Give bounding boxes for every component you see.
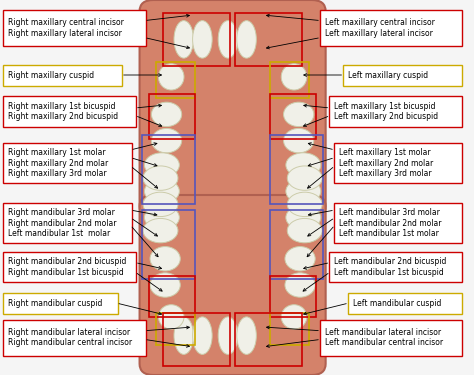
FancyBboxPatch shape — [3, 320, 146, 356]
Ellipse shape — [218, 21, 238, 58]
Ellipse shape — [145, 153, 179, 177]
Text: Right mandibular 2nd bicuspid
Right mandibular 1st bicuspid: Right mandibular 2nd bicuspid Right mand… — [9, 258, 127, 277]
Text: Right maxillary 1st molar
Right maxillary 2nd molar
Right maxillary 3rd molar: Right maxillary 1st molar Right maxillar… — [9, 148, 109, 178]
FancyBboxPatch shape — [347, 293, 462, 314]
Ellipse shape — [287, 166, 322, 190]
Text: Left mandibular 2nd bicuspid
Left mandibular 1st bicuspid: Left mandibular 2nd bicuspid Left mandib… — [334, 258, 447, 277]
FancyBboxPatch shape — [139, 195, 326, 375]
Text: Left mandibular lateral incisor
Left mandibular central incisor: Left mandibular lateral incisor Left man… — [325, 328, 443, 347]
Ellipse shape — [174, 317, 193, 354]
FancyBboxPatch shape — [343, 64, 462, 86]
Ellipse shape — [286, 205, 321, 230]
Ellipse shape — [192, 21, 212, 58]
Text: Right mandibular lateral incisor
Right mandibular central incisor: Right mandibular lateral incisor Right m… — [9, 328, 133, 347]
Ellipse shape — [281, 304, 307, 329]
FancyBboxPatch shape — [3, 96, 137, 127]
FancyBboxPatch shape — [3, 203, 132, 243]
FancyBboxPatch shape — [319, 10, 462, 46]
Ellipse shape — [287, 192, 322, 217]
Ellipse shape — [145, 179, 179, 203]
Ellipse shape — [158, 64, 184, 90]
FancyBboxPatch shape — [334, 143, 462, 183]
Ellipse shape — [145, 205, 179, 230]
Ellipse shape — [218, 317, 238, 354]
FancyBboxPatch shape — [319, 320, 462, 356]
Text: Right maxillary cuspid: Right maxillary cuspid — [9, 70, 94, 80]
Ellipse shape — [283, 102, 314, 127]
FancyBboxPatch shape — [3, 10, 146, 46]
Text: Left mandibular cuspid: Left mandibular cuspid — [353, 299, 441, 308]
Ellipse shape — [158, 304, 184, 329]
FancyBboxPatch shape — [139, 0, 326, 217]
FancyBboxPatch shape — [3, 143, 132, 183]
Ellipse shape — [150, 247, 180, 271]
Ellipse shape — [287, 218, 322, 243]
FancyBboxPatch shape — [3, 64, 122, 86]
Ellipse shape — [174, 21, 193, 58]
Text: Left mandibular 3rd molar
Left mandibular 2nd molar
Left mandibular 1st molar: Left mandibular 3rd molar Left mandibula… — [339, 208, 441, 238]
Text: Right mandibular cuspid: Right mandibular cuspid — [9, 299, 103, 308]
Text: Left maxillary central incisor
Left maxillary lateral incisor: Left maxillary central incisor Left maxi… — [325, 18, 435, 38]
Text: Left maxillary 1st molar
Left maxillary 2nd molar
Left maxillary 3rd molar: Left maxillary 1st molar Left maxillary … — [339, 148, 433, 178]
FancyBboxPatch shape — [3, 293, 118, 314]
Ellipse shape — [151, 102, 182, 127]
FancyBboxPatch shape — [334, 203, 462, 243]
Text: Left maxillary cuspid: Left maxillary cuspid — [348, 70, 428, 80]
Ellipse shape — [143, 166, 178, 190]
FancyBboxPatch shape — [329, 96, 462, 127]
Text: Right maxillary central incisor
Right maxillary lateral incisor: Right maxillary central incisor Right ma… — [9, 18, 124, 38]
Ellipse shape — [281, 64, 307, 90]
Ellipse shape — [237, 21, 256, 58]
Ellipse shape — [143, 218, 178, 243]
Ellipse shape — [150, 273, 180, 297]
Ellipse shape — [286, 153, 321, 177]
Ellipse shape — [143, 192, 178, 217]
Ellipse shape — [285, 247, 315, 271]
Text: Right mandibular 3rd molar
Right mandibular 2nd molar
Left mandibular 1st  molar: Right mandibular 3rd molar Right mandibu… — [9, 208, 117, 238]
Ellipse shape — [285, 273, 315, 297]
Text: Left maxillary 1st bicuspid
Left maxillary 2nd bicuspid: Left maxillary 1st bicuspid Left maxilla… — [334, 102, 438, 121]
Ellipse shape — [286, 179, 321, 203]
Ellipse shape — [192, 317, 212, 354]
Ellipse shape — [283, 128, 314, 153]
Text: Right maxillary 1st bicuspid
Right maxillary 2nd bicuspid: Right maxillary 1st bicuspid Right maxil… — [9, 102, 118, 121]
FancyBboxPatch shape — [329, 252, 462, 282]
FancyBboxPatch shape — [3, 252, 137, 282]
Ellipse shape — [237, 317, 256, 354]
Ellipse shape — [151, 128, 182, 153]
